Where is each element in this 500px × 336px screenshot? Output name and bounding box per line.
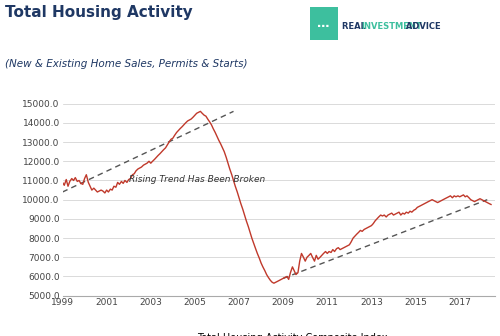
Text: (New & Existing Home Sales, Permits & Starts): (New & Existing Home Sales, Permits & St…	[5, 59, 248, 69]
Text: Total Housing Activity: Total Housing Activity	[5, 5, 193, 20]
Text: ADVICE: ADVICE	[403, 22, 440, 31]
Text: INVESTMENT: INVESTMENT	[361, 22, 422, 31]
Text: …: …	[318, 17, 330, 30]
Text: REAL: REAL	[342, 22, 369, 31]
FancyBboxPatch shape	[308, 5, 339, 42]
Legend: Total Housing Activity Composite Index: Total Housing Activity Composite Index	[166, 330, 392, 336]
Text: Rising Trend Has Been Broken: Rising Trend Has Been Broken	[128, 175, 265, 184]
